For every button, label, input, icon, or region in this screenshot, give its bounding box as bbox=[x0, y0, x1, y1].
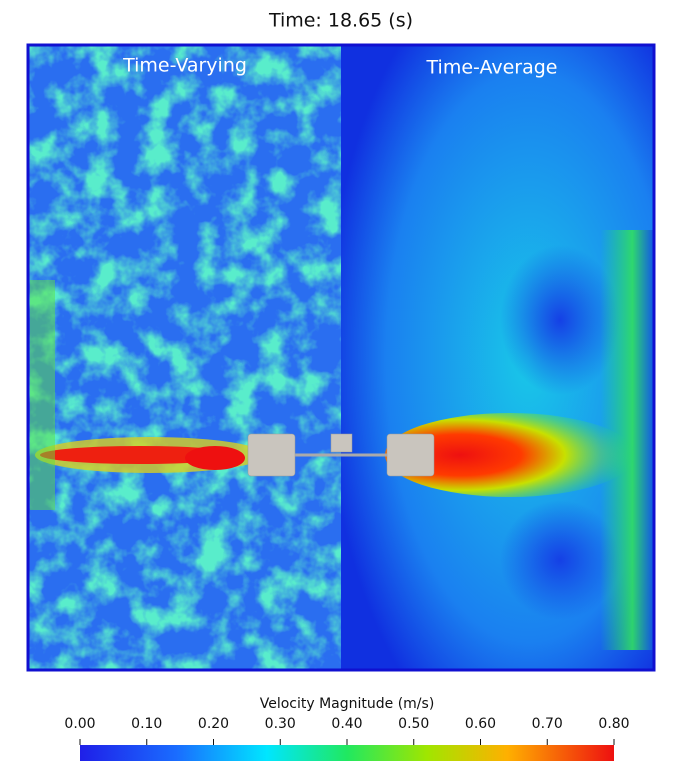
panel-label: Time-Average bbox=[426, 57, 558, 79]
colorbar-label: Velocity Magnitude (m/s) bbox=[260, 696, 435, 712]
colorbar bbox=[80, 745, 614, 761]
tick-label: 0.40 bbox=[331, 716, 362, 732]
title: Time: 18.65 (s) bbox=[268, 10, 413, 32]
tick-label: 0.70 bbox=[532, 716, 563, 732]
tick-label: 0.50 bbox=[398, 716, 429, 732]
time-varying-field bbox=[28, 45, 341, 670]
tick-label: 0.20 bbox=[198, 716, 229, 732]
tick-label: 0.80 bbox=[598, 716, 629, 732]
tick-label: 0.10 bbox=[131, 716, 162, 732]
tick-label: 0.60 bbox=[465, 716, 496, 732]
tick-label: 0.00 bbox=[64, 716, 95, 732]
rotors bbox=[247, 433, 435, 477]
domain-border bbox=[26, 43, 656, 672]
time-average-field bbox=[341, 45, 654, 670]
tick-label: 0.30 bbox=[265, 716, 296, 732]
panel-label: Time-Varying bbox=[122, 55, 247, 77]
colorbar-ticks: 0.00 0.10 0.20 0.30 0.40 0.50 0.60 0.70 0.80 bbox=[64, 716, 630, 745]
